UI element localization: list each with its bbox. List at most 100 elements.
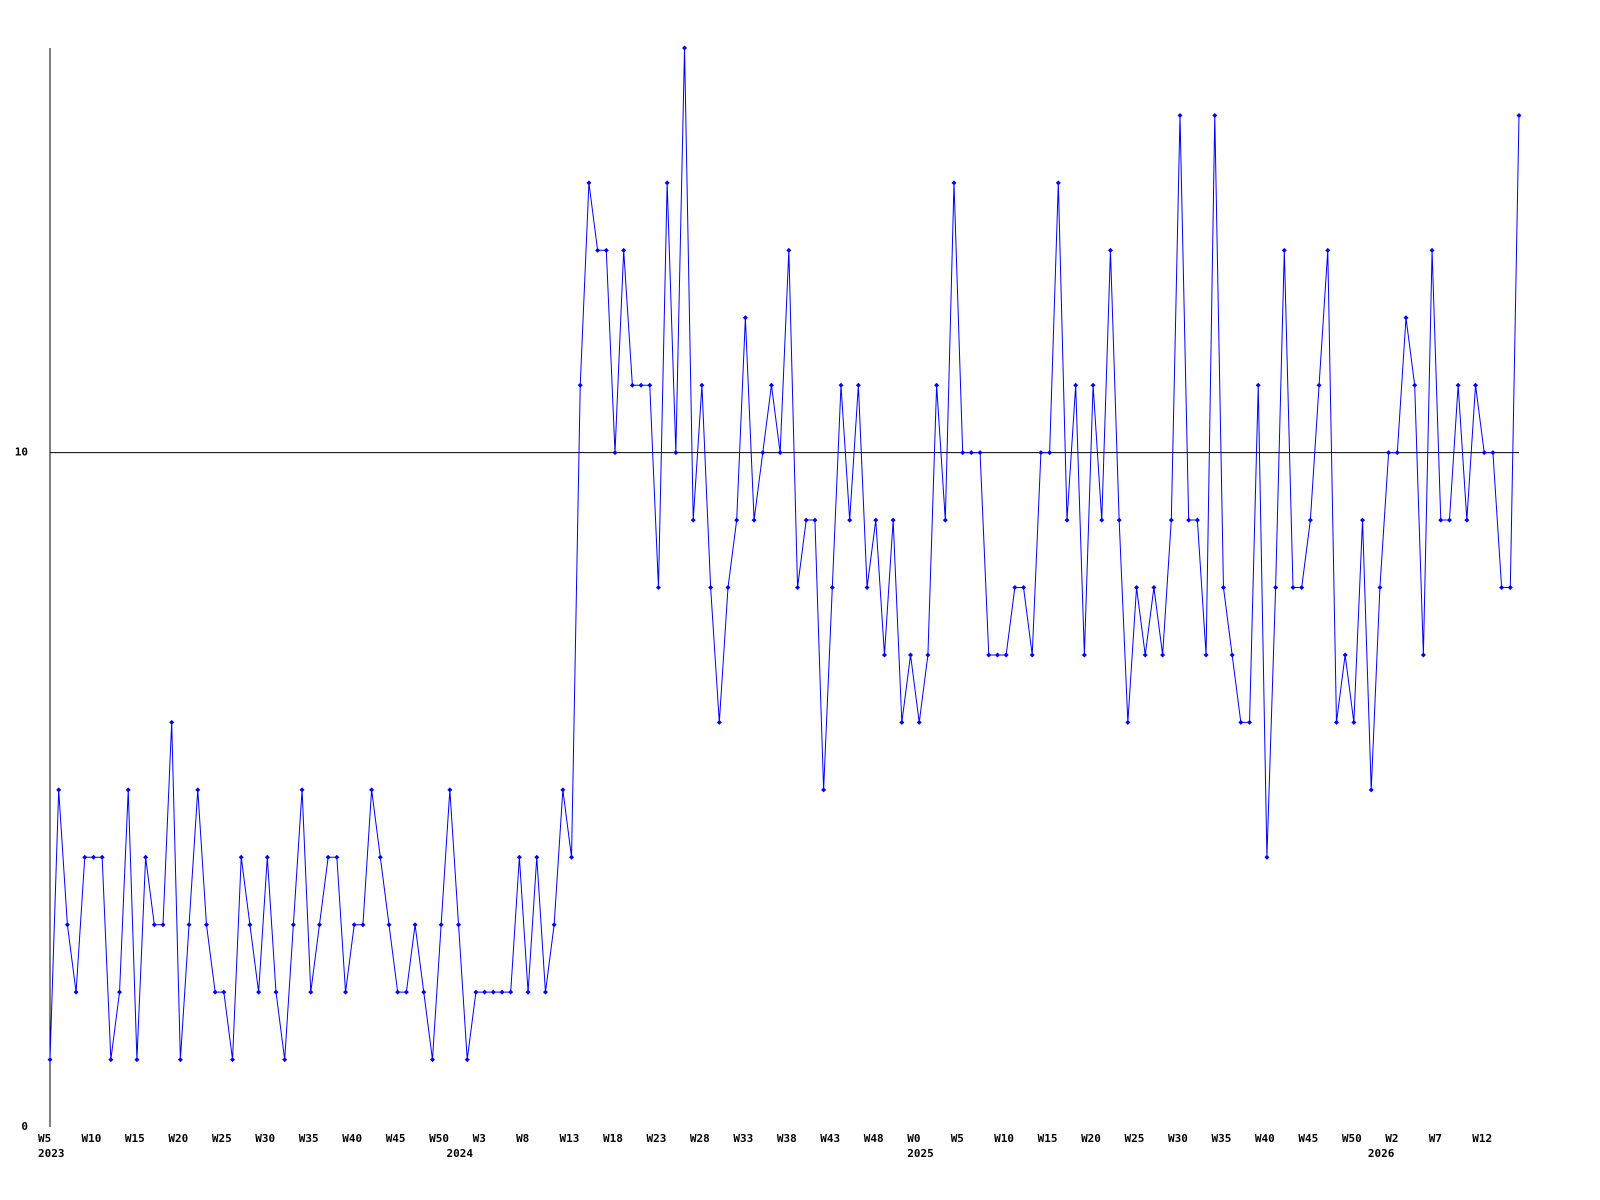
data-point <box>1481 450 1487 456</box>
data-point <box>99 854 105 860</box>
x-tick-label: W40 <box>1255 1132 1275 1145</box>
data-point <box>1229 652 1235 658</box>
data-point <box>1220 585 1226 590</box>
data-point <box>247 922 253 928</box>
x-tick-label: W33 <box>733 1132 753 1145</box>
data-point <box>499 989 505 995</box>
data-point <box>169 719 175 725</box>
data-point <box>369 787 375 793</box>
data-point <box>177 1057 183 1063</box>
data-point <box>716 719 722 725</box>
data-point <box>1325 247 1331 253</box>
data-point <box>542 989 548 995</box>
data-point <box>90 854 96 860</box>
data-point <box>795 585 801 590</box>
data-point <box>734 517 740 523</box>
data-point <box>934 382 940 388</box>
data-point <box>1064 517 1070 523</box>
data-point <box>908 652 914 658</box>
data-point <box>899 719 905 725</box>
data-point <box>821 787 827 793</box>
x-tick-label: W7 <box>1429 1132 1442 1145</box>
data-point <box>595 247 601 253</box>
x-tick-label: W50 <box>1342 1132 1362 1145</box>
x-tick-label: W45 <box>386 1132 406 1145</box>
data-point <box>855 382 861 388</box>
x-tick-label: W18 <box>603 1132 623 1145</box>
data-point <box>160 922 166 928</box>
data-point <box>768 382 774 388</box>
data-point <box>117 989 123 995</box>
data-point <box>612 450 618 456</box>
data-point <box>473 989 479 995</box>
data-point <box>690 517 696 523</box>
data-point <box>73 989 79 995</box>
data-point <box>942 517 948 523</box>
y-tick-label: 0 <box>21 1120 28 1133</box>
data-point <box>1073 382 1079 388</box>
data-point <box>1351 719 1357 725</box>
x-tick-label: W5 <box>951 1132 964 1145</box>
data-point <box>195 787 201 793</box>
data-point <box>1177 112 1183 118</box>
data-point <box>125 787 131 793</box>
data-point <box>777 450 783 456</box>
x-tick-label: W40 <box>342 1132 362 1145</box>
data-point <box>638 382 644 388</box>
data-point <box>916 719 922 725</box>
data-point <box>1194 517 1200 523</box>
data-point <box>1412 382 1418 388</box>
x-tick-label: W20 <box>1081 1132 1101 1145</box>
data-point <box>482 989 488 995</box>
data-point <box>212 989 218 995</box>
data-point <box>1446 517 1452 523</box>
data-point <box>1455 382 1461 388</box>
data-point <box>334 854 340 860</box>
data-point <box>256 989 262 995</box>
data-point <box>1160 652 1166 658</box>
data-point <box>1029 652 1035 658</box>
x-tick-label: W28 <box>690 1132 710 1145</box>
x-tick-label: W45 <box>1298 1132 1318 1145</box>
data-point <box>881 652 887 658</box>
data-point <box>151 922 157 928</box>
data-point <box>316 922 322 928</box>
data-point <box>699 382 705 388</box>
data-point <box>464 1057 470 1063</box>
data-point <box>1055 180 1061 186</box>
x-tick-label: W23 <box>646 1132 666 1145</box>
data-point <box>1403 315 1409 321</box>
data-point <box>829 585 835 590</box>
data-point <box>1247 719 1253 725</box>
data-point <box>1420 652 1426 658</box>
data-point <box>273 989 279 995</box>
data-point <box>56 787 62 793</box>
x-tick-label: W10 <box>81 1132 101 1145</box>
data-point <box>143 854 149 860</box>
data-point <box>1081 652 1087 658</box>
data-point <box>890 517 896 523</box>
data-point <box>647 382 653 388</box>
data-point <box>108 1057 114 1063</box>
y-tick-label: 10 <box>15 446 28 459</box>
data-point <box>1429 247 1435 253</box>
data-point <box>986 652 992 658</box>
x-tick-label: W35 <box>1211 1132 1231 1145</box>
x-tick-label: W0 <box>907 1132 920 1145</box>
data-point <box>994 652 1000 658</box>
data-point <box>838 382 844 388</box>
data-point <box>343 989 349 995</box>
data-point <box>864 585 870 590</box>
data-point <box>1203 652 1209 658</box>
data-point <box>1238 719 1244 725</box>
data-point <box>1255 382 1261 388</box>
data-point <box>395 989 401 995</box>
year-label: 2024 <box>447 1147 474 1160</box>
data-point <box>386 922 392 928</box>
data-point <box>551 922 557 928</box>
data-point <box>47 1057 53 1063</box>
data-point <box>569 854 575 860</box>
data-point <box>1333 719 1339 725</box>
data-point <box>1212 112 1218 118</box>
